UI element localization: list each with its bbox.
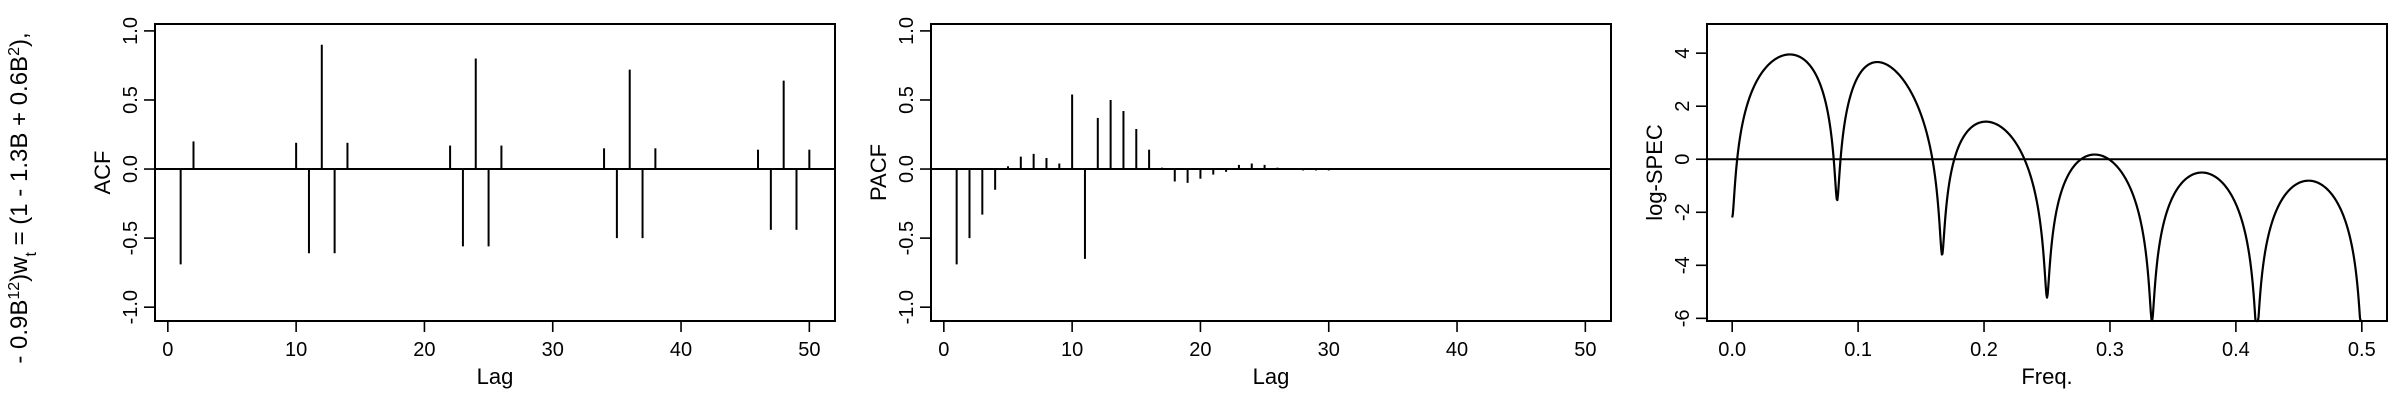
y-tick-label: -0.5 — [896, 221, 918, 255]
x-axis-label: Lag — [477, 364, 514, 389]
y-tick-label: 4 — [1672, 48, 1694, 59]
x-axis-label: Lag — [1253, 364, 1290, 389]
x-tick-label: 0.0 — [1718, 339, 1746, 361]
x-tick-label: 40 — [670, 339, 692, 361]
plot-frame — [1706, 23, 2388, 322]
x-tick-label: 40 — [1446, 339, 1468, 361]
y-tick-label: 0.5 — [896, 86, 918, 114]
x-tick-label: 20 — [1189, 339, 1211, 361]
y-tick-label: -0.5 — [120, 221, 142, 255]
x-tick-label: 10 — [1061, 339, 1083, 361]
plot-frame — [154, 23, 836, 322]
x-tick-label: 30 — [542, 339, 564, 361]
y-axis-label: log-SPEC — [1642, 124, 1667, 221]
y-tick-label: -1.0 — [896, 290, 918, 324]
x-tick-label: 0.4 — [2222, 339, 2250, 361]
x-tick-label: 0.2 — [1970, 339, 1998, 361]
row-label: - 0.9B12)wt = (1 - 1.3B + 0.6B2), — [6, 32, 40, 363]
y-tick-label: 0.0 — [120, 155, 142, 183]
x-axis-label: Freq. — [2021, 364, 2072, 389]
y-tick-label: -1.0 — [120, 290, 142, 324]
y-tick-label: 0.5 — [120, 86, 142, 114]
y-tick-label: -2 — [1672, 203, 1694, 221]
x-tick-label: 0 — [162, 339, 173, 361]
x-tick-label: 0 — [938, 339, 949, 361]
x-tick-label: 0.3 — [2096, 339, 2124, 361]
x-tick-label: 0.1 — [1844, 339, 1872, 361]
acf-panel: 0 10 20 30 40 50 -1.0 -0.5 0.0 0.5 1.0 Lag ACF — [90, 17, 836, 389]
x-tick-label: 30 — [1318, 339, 1340, 361]
y-tick-label: 0 — [1672, 154, 1694, 165]
pacf-panel: 0 10 20 30 40 50 -1.0 -0.5 0.0 0.5 1.0 Lag PACF — [866, 17, 1612, 389]
y-axis-label: PACF — [866, 144, 891, 201]
row-label-part: = (1 - 1.3B + 0.6B — [6, 56, 33, 252]
x-tick-label: 50 — [798, 339, 820, 361]
y-tick-label: 1.0 — [120, 17, 142, 45]
log-spectrum-line — [1731, 53, 2363, 323]
y-tick-label: 1.0 — [896, 17, 918, 45]
x-tick-label: 50 — [1574, 339, 1596, 361]
row-label-part: )w — [6, 256, 33, 282]
y-tick-label: -6 — [1672, 309, 1694, 327]
log-spectrum-panel: 0.0 0.1 0.2 0.3 0.4 0.5 -6 -4 -2 0 2 4 Freq. log-SPEC — [1642, 23, 2388, 389]
plot-frame — [930, 23, 1612, 322]
x-tick-label: 20 — [413, 339, 435, 361]
x-tick-label: 0.5 — [2348, 339, 2376, 361]
x-tick-label: 10 — [285, 339, 307, 361]
row-label-part: ), — [6, 32, 33, 47]
y-axis-label: ACF — [90, 151, 115, 195]
row-label-superscript: 2 — [6, 47, 23, 56]
row-label-subscript: t — [23, 252, 40, 257]
row-label-part: - 0.9B — [6, 300, 33, 364]
y-tick-label: 0.0 — [896, 155, 918, 183]
y-tick-label: 2 — [1672, 101, 1694, 112]
row-label-superscript: 12 — [6, 282, 23, 300]
y-tick-label: -4 — [1672, 256, 1694, 274]
